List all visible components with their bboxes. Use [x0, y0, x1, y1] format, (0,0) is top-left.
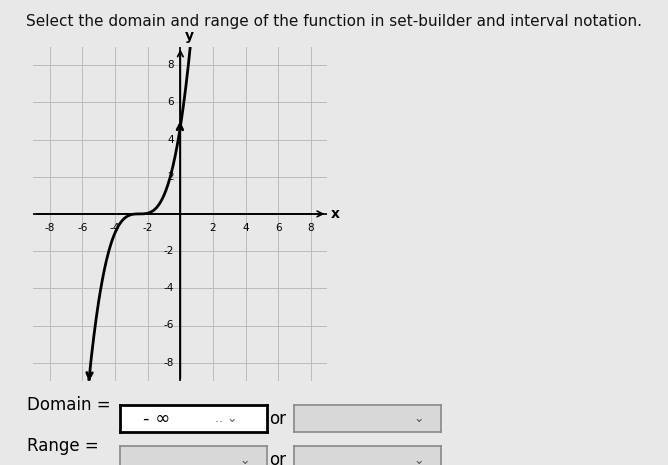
- Text: x: x: [331, 207, 339, 221]
- Text: 6: 6: [275, 223, 282, 233]
- Text: -4: -4: [110, 223, 120, 233]
- Text: ⌄: ⌄: [413, 412, 424, 425]
- Text: 4: 4: [167, 134, 174, 145]
- Text: 8: 8: [308, 223, 315, 233]
- Text: or: or: [269, 410, 286, 427]
- Text: 6: 6: [167, 97, 174, 107]
- Text: y: y: [185, 29, 194, 43]
- Text: 2: 2: [210, 223, 216, 233]
- Text: -2: -2: [142, 223, 153, 233]
- Text: Domain =: Domain =: [27, 396, 110, 413]
- Text: 8: 8: [167, 60, 174, 70]
- Text: or: or: [269, 452, 286, 465]
- Text: 2: 2: [167, 172, 174, 182]
- Text: 4: 4: [242, 223, 249, 233]
- Text: -2: -2: [164, 246, 174, 256]
- Text: .. ⌄: .. ⌄: [215, 412, 237, 425]
- Text: Select the domain and range of the function in set-builder and interval notation: Select the domain and range of the funct…: [26, 14, 642, 29]
- Text: -8: -8: [45, 223, 55, 233]
- Text: - ∞: - ∞: [144, 410, 170, 427]
- Text: Range =: Range =: [27, 438, 98, 455]
- Text: -6: -6: [77, 223, 88, 233]
- Text: ⌄: ⌄: [413, 454, 424, 465]
- Text: -4: -4: [164, 283, 174, 293]
- Text: ⌄: ⌄: [240, 454, 250, 465]
- Text: -8: -8: [164, 358, 174, 368]
- Text: -6: -6: [164, 320, 174, 331]
